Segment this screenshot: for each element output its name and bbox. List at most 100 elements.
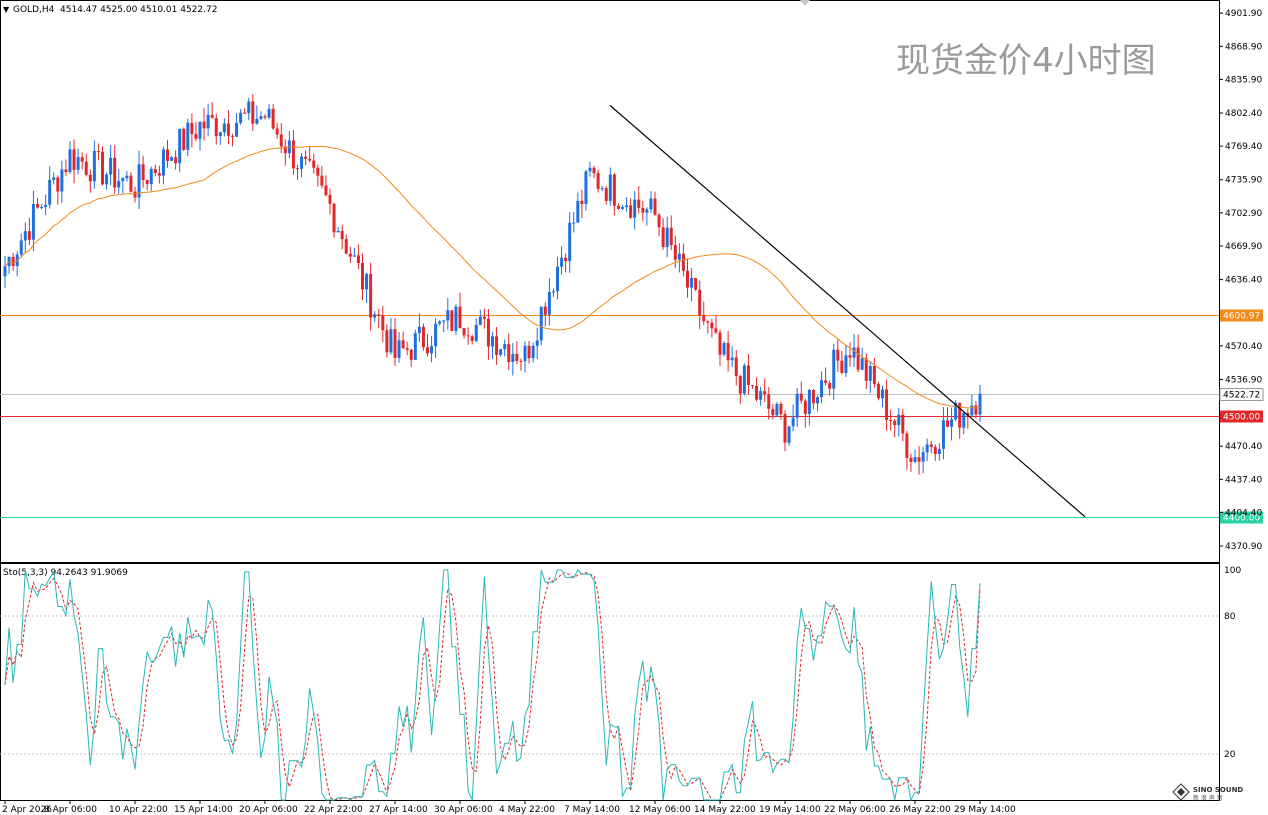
candle-body xyxy=(608,174,612,201)
candle-body xyxy=(296,168,299,170)
candle-body xyxy=(161,149,165,176)
main-chart-layer xyxy=(0,93,1219,518)
candle-body xyxy=(755,385,759,400)
candle-body xyxy=(145,180,149,185)
time-label: 12 May 06:00 xyxy=(629,805,691,815)
candle-body xyxy=(523,345,527,362)
main-chart-frame xyxy=(0,0,1220,563)
candle-body xyxy=(734,357,738,376)
candle-body xyxy=(462,328,466,336)
candle-body xyxy=(897,414,901,426)
candle-body xyxy=(905,433,909,458)
candle-body xyxy=(726,342,730,361)
candle-body xyxy=(352,255,356,257)
candle-body xyxy=(807,390,811,414)
candle-body xyxy=(970,405,974,416)
candle-body xyxy=(332,203,336,233)
candle-body xyxy=(779,403,783,415)
candle-body xyxy=(214,118,218,137)
symbol-arrow-icon[interactable]: ▼ xyxy=(3,5,10,14)
candle-body xyxy=(210,114,214,119)
candle-body xyxy=(629,205,633,218)
candle-body xyxy=(917,457,921,462)
price-tick-label: 4769.40 xyxy=(1225,142,1262,152)
candle-body xyxy=(535,340,539,346)
candle-body xyxy=(698,289,702,316)
candle-body xyxy=(543,306,547,315)
level-tag-label-2: 4400.00 xyxy=(1223,514,1260,524)
candle-body xyxy=(511,353,515,362)
price-tick-label: 4570.40 xyxy=(1225,342,1262,352)
candle-body xyxy=(231,135,234,137)
candle-body xyxy=(3,266,7,277)
candle-body xyxy=(889,419,893,421)
candle-body xyxy=(645,209,649,213)
price-tick-label: 4835.90 xyxy=(1225,75,1262,85)
candle-body xyxy=(48,179,52,205)
candle-body xyxy=(60,169,64,192)
candle-body xyxy=(80,157,84,162)
candle-body xyxy=(68,149,72,173)
stoch-signal-line xyxy=(4,571,981,801)
candle-body xyxy=(121,178,125,182)
watermark-title: 现货金价4小时图 xyxy=(896,41,1156,81)
candle-body xyxy=(909,457,913,462)
candle-body xyxy=(482,316,486,319)
candle-body xyxy=(665,227,669,248)
candle-body xyxy=(466,335,470,337)
candle-body xyxy=(637,199,641,208)
candle-body xyxy=(206,114,210,129)
candle-body xyxy=(852,347,856,358)
candle-body xyxy=(23,231,27,241)
candle-body xyxy=(222,123,226,133)
ohlc-readout: 4514.47 4525.00 4510.01 4522.72 xyxy=(60,5,217,15)
axis-layer: 4600.97 4500.00 4400.00 100 80 20 4901.90 4868.… xyxy=(2,9,1264,815)
candle-body xyxy=(243,112,247,114)
candle-body xyxy=(88,174,92,182)
candle-body xyxy=(109,157,113,175)
level-tag-label-0: 4600.97 xyxy=(1223,312,1260,322)
candle-body xyxy=(876,384,880,399)
candle-body xyxy=(604,188,608,201)
candle-body xyxy=(742,365,746,394)
candle-body xyxy=(929,444,933,448)
candle-body xyxy=(434,323,438,347)
time-label: 8 Apr 06:00 xyxy=(44,805,97,815)
price-tick-label: 4702.90 xyxy=(1225,209,1262,219)
candle-body xyxy=(962,412,966,428)
candle-body xyxy=(730,357,734,361)
time-label: 10 Apr 22:00 xyxy=(109,805,168,815)
candle-body xyxy=(759,391,763,400)
candle-body xyxy=(113,157,117,188)
candle-body xyxy=(105,174,109,185)
candle-body xyxy=(478,316,482,325)
candle-body xyxy=(235,122,239,137)
scroll-marker-icon[interactable] xyxy=(800,0,810,6)
candle-body xyxy=(226,123,230,136)
candle-body xyxy=(153,168,157,173)
candle-body xyxy=(239,112,243,123)
candle-body xyxy=(202,121,206,129)
candle-body xyxy=(336,230,340,233)
candle-body xyxy=(868,366,872,381)
candle-body xyxy=(653,198,657,215)
candle-body xyxy=(507,344,511,362)
candle-body xyxy=(763,391,767,395)
candle-body xyxy=(941,420,945,449)
candle-body xyxy=(125,175,129,179)
candle-body xyxy=(344,239,348,254)
logo-text: SINO SOUND xyxy=(1193,786,1243,794)
candle-body xyxy=(527,345,531,359)
candle-body xyxy=(966,412,970,416)
candle-body xyxy=(649,198,653,210)
current-price-tag xyxy=(1219,388,1264,401)
time-label: 27 Apr 14:00 xyxy=(369,805,428,815)
candle-body xyxy=(828,383,832,389)
candle-body xyxy=(816,397,819,404)
candle-body xyxy=(657,214,661,228)
candle-body xyxy=(694,277,698,290)
stoch-level-label-80: 80 xyxy=(1224,612,1236,622)
candle-body xyxy=(365,273,369,290)
candle-body xyxy=(40,207,44,209)
